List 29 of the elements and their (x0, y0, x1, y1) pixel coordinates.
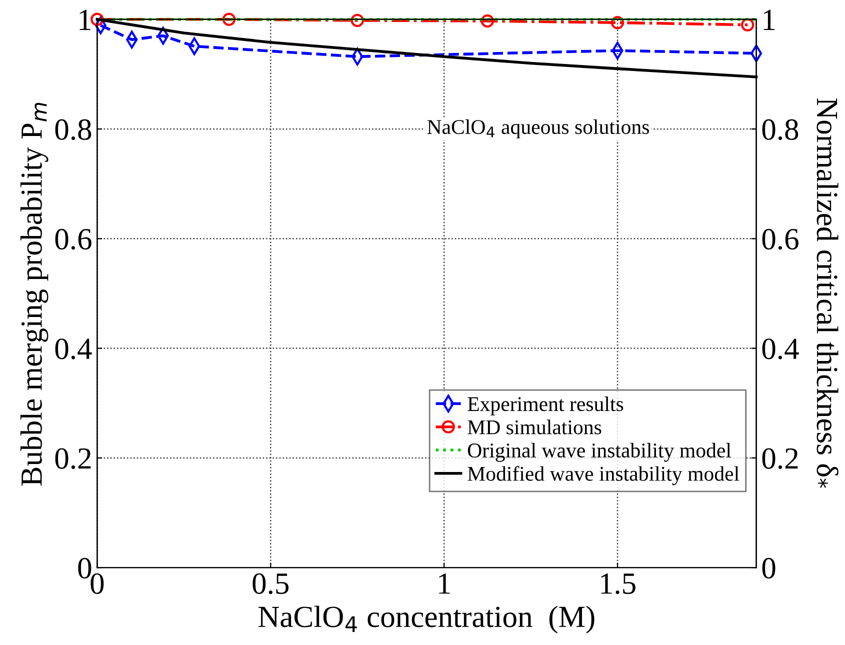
point (610, 16, 624, 30)
y-tick-label: 0.8 (55, 119, 92, 140)
point (350, 14, 364, 28)
legend-label: Original wave instability model (468, 442, 732, 462)
x-tick-label: 0.5 (252, 573, 289, 594)
legend-label: MD simulations (468, 420, 602, 434)
y-axis-title: Bubble merging probability P$_{m}$ (20, 102, 48, 486)
y-tick-label: 0.4 (55, 338, 92, 360)
x-axis-title: NaClO$_{4}$ concentration (M) (258, 606, 594, 634)
y2-tick-label: 0.8 (762, 119, 798, 140)
legend-label: Experiment results (468, 396, 624, 416)
y-tick-label: 0 (78, 558, 92, 578)
x-tick-label: 1 (439, 573, 450, 594)
y2-tick-label: 0 (762, 558, 776, 578)
y2-axis-title: Normalized critical thickness δ$_{*}$ (816, 98, 838, 488)
x-tick-label: 1.5 (601, 573, 636, 594)
point (480, 14, 494, 28)
y-tick-label: 0.2 (55, 448, 91, 469)
y-tick-label: 0.6 (55, 228, 92, 250)
y-tick-label: 1 (80, 10, 90, 30)
legend-label: Modified wave instability model (468, 466, 740, 486)
y2-tick-label: 0.4 (762, 338, 799, 360)
y2-tick-label: 1 (764, 10, 775, 30)
annotation: NaClO$_{4}$ aqueous solutions (427, 119, 649, 138)
point (90, 12, 104, 26)
point (741, 18, 754, 32)
y2-tick-label: 0.6 (762, 228, 798, 250)
y2-tick-label: 0.2 (762, 448, 798, 469)
point (222, 12, 236, 26)
